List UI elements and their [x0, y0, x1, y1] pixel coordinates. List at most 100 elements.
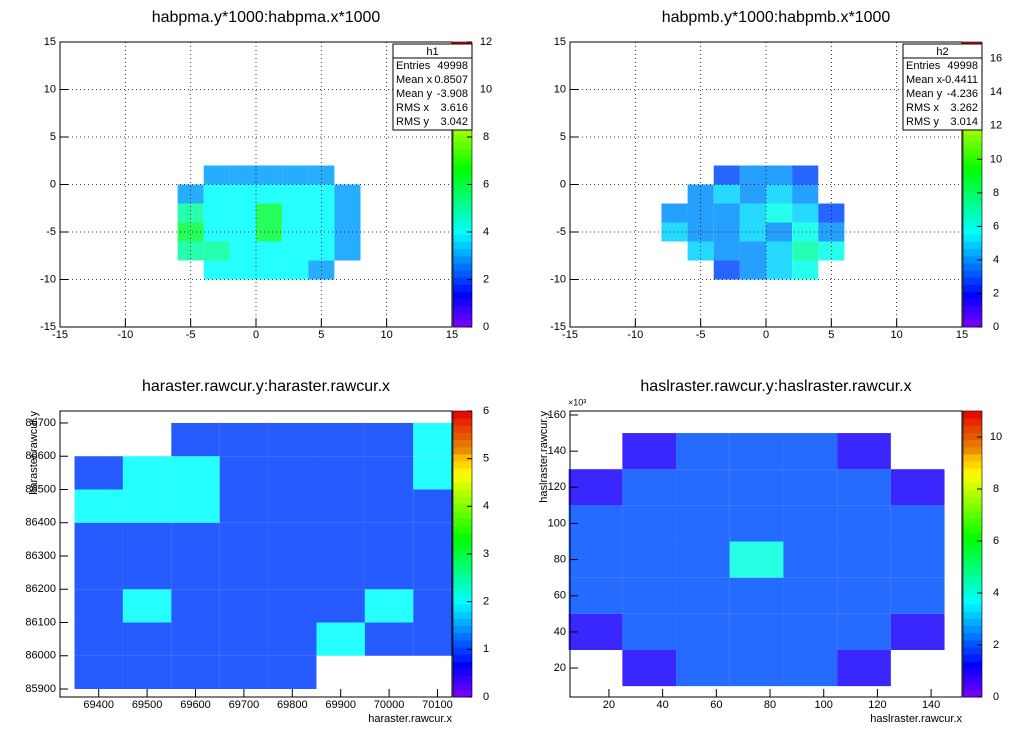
z-tick-label: 4	[993, 587, 999, 599]
palette-band	[963, 270, 982, 278]
x-tick-label: 80	[764, 699, 776, 711]
palette-band	[963, 511, 982, 519]
cell	[766, 165, 793, 185]
cell	[837, 433, 891, 470]
palette-band	[963, 604, 982, 612]
palette-band	[453, 503, 472, 512]
x-tick-label: 15	[956, 329, 968, 341]
cell	[766, 241, 793, 261]
cell	[739, 222, 766, 242]
cell	[316, 456, 365, 490]
palette-band	[453, 496, 472, 505]
palette-band	[963, 539, 982, 548]
cell	[622, 577, 677, 614]
y-tick-label: 5	[50, 131, 56, 143]
cell	[890, 469, 945, 506]
cell	[74, 655, 123, 690]
palette-band	[453, 546, 472, 555]
cell	[676, 505, 730, 542]
palette-band	[963, 319, 982, 328]
y-tick-label: 86100	[25, 616, 56, 628]
stats-value: 0.8507	[434, 74, 468, 86]
palette-band	[453, 511, 472, 519]
cell	[676, 577, 730, 614]
cell	[203, 165, 230, 185]
x-tick-label: -15	[562, 329, 578, 341]
palette-band	[963, 284, 982, 292]
cell	[713, 203, 740, 223]
cell	[729, 577, 784, 614]
palette-band	[453, 177, 472, 185]
x-tick-label: 69600	[180, 699, 211, 711]
cell	[256, 241, 283, 261]
cell	[282, 165, 309, 185]
stats-label: Mean x	[396, 74, 433, 86]
cell	[171, 589, 220, 623]
palette-band	[453, 682, 472, 691]
palette-band	[963, 255, 982, 264]
palette-band	[453, 319, 472, 328]
palette-band	[963, 518, 982, 526]
stats-name: h1	[426, 46, 438, 58]
cell	[622, 541, 677, 578]
palette-band	[453, 453, 472, 462]
palette-band	[963, 277, 982, 285]
stats-label: RMS y	[396, 116, 430, 128]
cell	[282, 222, 309, 242]
z-tick-label: 5	[483, 453, 489, 465]
cell	[308, 222, 335, 242]
cell	[729, 613, 784, 650]
cell	[818, 203, 845, 223]
palette-band	[453, 277, 472, 285]
cell	[219, 589, 269, 623]
z-tick-label: 14	[990, 86, 1002, 98]
palette-band	[963, 298, 982, 307]
chart-title: haraster.rawcur.y:haraster.rawcur.x	[142, 378, 390, 395]
cell	[122, 522, 172, 556]
stats-label: RMS x	[906, 102, 940, 114]
y-tick-label: 10	[554, 83, 566, 95]
palette-band	[963, 625, 982, 634]
y-tick-label: 100	[548, 517, 566, 529]
cell	[282, 203, 309, 223]
palette-band	[963, 661, 982, 669]
cell	[203, 184, 230, 204]
frame-border	[569, 41, 963, 328]
palette-band	[453, 611, 472, 619]
palette-band	[453, 262, 472, 271]
palette-band	[453, 618, 472, 626]
y-tick-label: -5	[556, 226, 566, 238]
stats-value: 3.616	[440, 102, 468, 114]
palette-band	[453, 170, 472, 178]
palette-band	[453, 213, 472, 221]
cell	[74, 456, 123, 490]
palette-band	[453, 220, 472, 228]
palette-band	[453, 191, 472, 200]
palette-band	[963, 618, 982, 626]
palette-band	[963, 418, 982, 426]
cell	[256, 165, 283, 185]
palette-band	[963, 227, 982, 235]
x-axis-label: haraster.rawcur.x	[368, 713, 452, 725]
y-tick-label: -5	[46, 226, 56, 238]
cell	[334, 184, 361, 204]
palette-band	[453, 675, 472, 684]
cell	[334, 222, 361, 242]
palette-band	[963, 575, 982, 584]
z-tick-label: 10	[990, 153, 1002, 165]
palette-band	[453, 291, 472, 299]
cell	[203, 260, 230, 280]
x-tick-label: 69700	[229, 699, 260, 711]
cell	[219, 489, 269, 523]
z-tick-label: 12	[480, 36, 492, 48]
palette-band	[963, 163, 982, 171]
cell	[219, 456, 269, 490]
cell	[890, 541, 945, 578]
cell	[818, 222, 845, 242]
palette-band	[453, 482, 472, 491]
palette-band	[963, 432, 982, 441]
palette-band	[453, 582, 472, 591]
cell	[622, 613, 677, 650]
palette-band	[453, 184, 472, 193]
palette-band	[453, 475, 472, 483]
